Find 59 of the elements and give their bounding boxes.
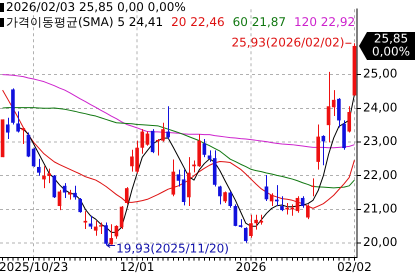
x-tick-label: 2025/10/23 [0, 260, 68, 274]
candlestick [135, 140, 139, 174]
candlestick [120, 206, 124, 230]
candlestick [6, 117, 10, 140]
legend-title: 가격이동평균(SMA) [6, 15, 115, 29]
y-tick-label: 22,00 [363, 168, 398, 182]
candlestick [234, 204, 238, 227]
candlestick [249, 214, 253, 238]
candlestick [73, 185, 77, 200]
x-tick-label: 12/01 [120, 260, 154, 274]
candlestick [223, 191, 227, 204]
x-tick-label: 2026 [236, 260, 266, 274]
candlestick [52, 174, 56, 198]
candlestick [264, 174, 268, 202]
candlestick [244, 226, 248, 244]
annotation: 19,93(2025/11/20) [116, 242, 229, 256]
candlestick [274, 184, 279, 207]
candlestick [88, 215, 92, 230]
candlestick [99, 222, 103, 235]
candlestick [347, 106, 352, 134]
text: 5 24,41 [117, 15, 164, 29]
y-tick-label: 20,00 [363, 235, 398, 250]
candlestick [172, 159, 176, 197]
candlestick [202, 138, 206, 158]
candlestick [166, 106, 170, 140]
candlestick [114, 224, 118, 240]
candlestick [78, 197, 82, 214]
candlestick [62, 182, 66, 198]
x-tick-label: 02/02 [337, 260, 372, 274]
candlestick [300, 196, 304, 208]
chart-title: 2026/02/03 25,85 0,00 0,00% [6, 0, 186, 14]
candlestick [150, 128, 154, 154]
candlestick [306, 204, 310, 220]
candlestick [228, 191, 232, 208]
candlestick [109, 224, 114, 246]
candlestick [16, 110, 20, 134]
candlestick [130, 149, 134, 172]
text: 60 21,87 [232, 15, 286, 29]
candlestick [337, 98, 341, 128]
text: 20 22,46 [171, 15, 225, 29]
candlestick [280, 196, 284, 212]
candlestick [104, 222, 108, 246]
text: 25,85 0,00% [372, 32, 410, 59]
candlestick [21, 127, 26, 145]
y-tick-label: 25,00 [363, 66, 398, 81]
candlestick [311, 178, 315, 197]
candlestick [36, 158, 41, 176]
candlestick [68, 189, 72, 200]
candlestick [94, 220, 98, 236]
y-tick-label: 24,00 [363, 100, 398, 114]
candlestick [58, 189, 62, 211]
candlestick [322, 134, 326, 166]
candlestick [270, 192, 274, 207]
candlestick [218, 185, 222, 205]
y-tick-label: 21,00 [363, 202, 398, 216]
candlestick [124, 186, 129, 205]
text: 120 22,92 [294, 15, 356, 29]
y-tick-label: 23,00 [363, 134, 398, 148]
annotation: 25,93(2026/02/02) [232, 35, 344, 50]
